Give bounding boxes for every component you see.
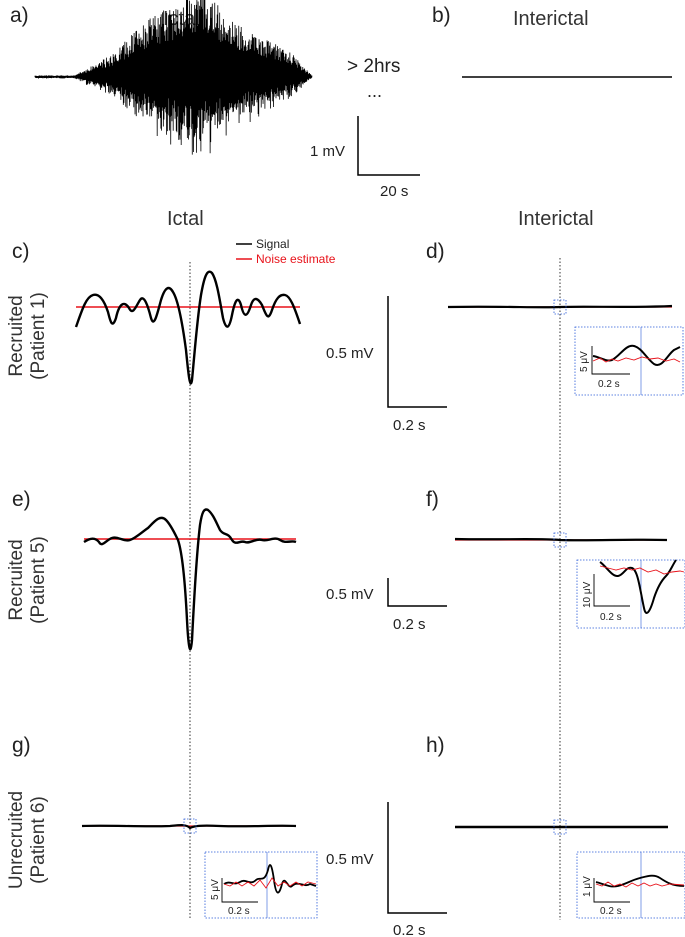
scale-bar-top xyxy=(357,116,420,176)
scale-row1-time: 0.2 s xyxy=(393,417,426,434)
inset-f-scalebar xyxy=(593,574,630,607)
inset-g-voltage: 5 μV xyxy=(210,879,221,900)
panel-d-zoom-marker xyxy=(553,299,567,315)
panel-label-b: b) xyxy=(432,4,451,27)
inset-f-noise xyxy=(599,565,685,575)
inset-d-time: 0.2 s xyxy=(598,379,620,390)
inset-g: 5 μV 0.2 s xyxy=(204,851,318,919)
inset-d-noise xyxy=(592,356,681,363)
panel-label-c: c) xyxy=(12,240,30,263)
panel-label-g: g) xyxy=(12,734,31,757)
panel-g-signal xyxy=(81,824,297,830)
panel-a-signal xyxy=(34,0,313,155)
scale-bar-row3 xyxy=(387,802,447,914)
panel-label-a: a) xyxy=(10,4,29,27)
title-top-interictal: Interictal xyxy=(513,8,589,30)
scale-row3-time: 0.2 s xyxy=(393,922,426,937)
gap-ellipsis: ... xyxy=(367,81,382,101)
inset-d-signal xyxy=(592,344,681,366)
panel-f-zoom-marker xyxy=(553,532,567,548)
scale-top-voltage: 1 mV xyxy=(310,143,345,160)
inset-g-box xyxy=(204,851,318,919)
scale-bar-row2 xyxy=(387,578,447,607)
row2-label-line2: (Patient 5) xyxy=(28,536,49,624)
panel-h-zoom-marker xyxy=(553,819,567,835)
inset-h-scalebar xyxy=(593,878,630,903)
title-mid-ictal: Ictal xyxy=(167,208,204,230)
panel-d-signal xyxy=(447,304,673,309)
title-mid-interictal: Interictal xyxy=(518,208,594,230)
panel-f-signal xyxy=(454,537,668,542)
row1-label-line2: (Patient 1) xyxy=(28,292,49,380)
legend-signal-label: Signal xyxy=(256,237,289,251)
inset-g-signal xyxy=(223,864,317,894)
scale-row1-voltage: 0.5 mV xyxy=(326,345,374,362)
inset-f: 10 μV 0.2 s xyxy=(576,559,685,629)
inset-d-voltage: 5 μV xyxy=(579,351,590,372)
row2-label-line1: Recruited xyxy=(6,539,27,620)
inset-h-voltage: 1 μV xyxy=(582,876,593,897)
scale-row2-time: 0.2 s xyxy=(393,616,426,633)
inset-h: 1 μV 0.2 s xyxy=(576,851,685,919)
inset-f-time: 0.2 s xyxy=(600,612,622,623)
row1-label-line1: Recruited xyxy=(6,295,27,376)
inset-g-time: 0.2 s xyxy=(228,906,250,917)
row3-label-line2: (Patient 6) xyxy=(28,796,49,884)
panel-g-zoom-marker xyxy=(183,818,197,834)
panel-label-e: e) xyxy=(12,488,31,511)
inset-d: 5 μV 0.2 s xyxy=(574,326,684,396)
panel-label-f: f) xyxy=(426,488,439,511)
scale-row2-voltage: 0.5 mV xyxy=(326,586,374,603)
inset-d-scalebar xyxy=(591,346,630,375)
gap-label: > 2hrs xyxy=(347,56,400,77)
inset-g-scalebar xyxy=(221,878,258,903)
panel-label-d: d) xyxy=(426,240,445,263)
scale-bar-row1 xyxy=(387,296,447,408)
inset-f-box xyxy=(576,559,685,629)
inset-f-signal xyxy=(599,559,677,614)
inset-f-voltage: 10 μV xyxy=(582,581,593,608)
panel-label-h: h) xyxy=(426,734,445,757)
inset-h-time: 0.2 s xyxy=(600,906,622,917)
inset-h-noise xyxy=(595,881,685,888)
panel-c-signal xyxy=(74,270,302,385)
inset-h-box xyxy=(576,851,685,919)
scale-row3-voltage: 0.5 mV xyxy=(326,851,374,868)
row3-label-line1: Unrecruited xyxy=(6,791,27,889)
panel-a-trace xyxy=(34,0,313,155)
inset-g-noise xyxy=(223,877,317,889)
inset-h-signal xyxy=(595,874,685,888)
legend-noise-label: Noise estimate xyxy=(256,252,336,266)
scale-top-time: 20 s xyxy=(380,183,408,200)
panel-e-signal xyxy=(83,508,297,651)
